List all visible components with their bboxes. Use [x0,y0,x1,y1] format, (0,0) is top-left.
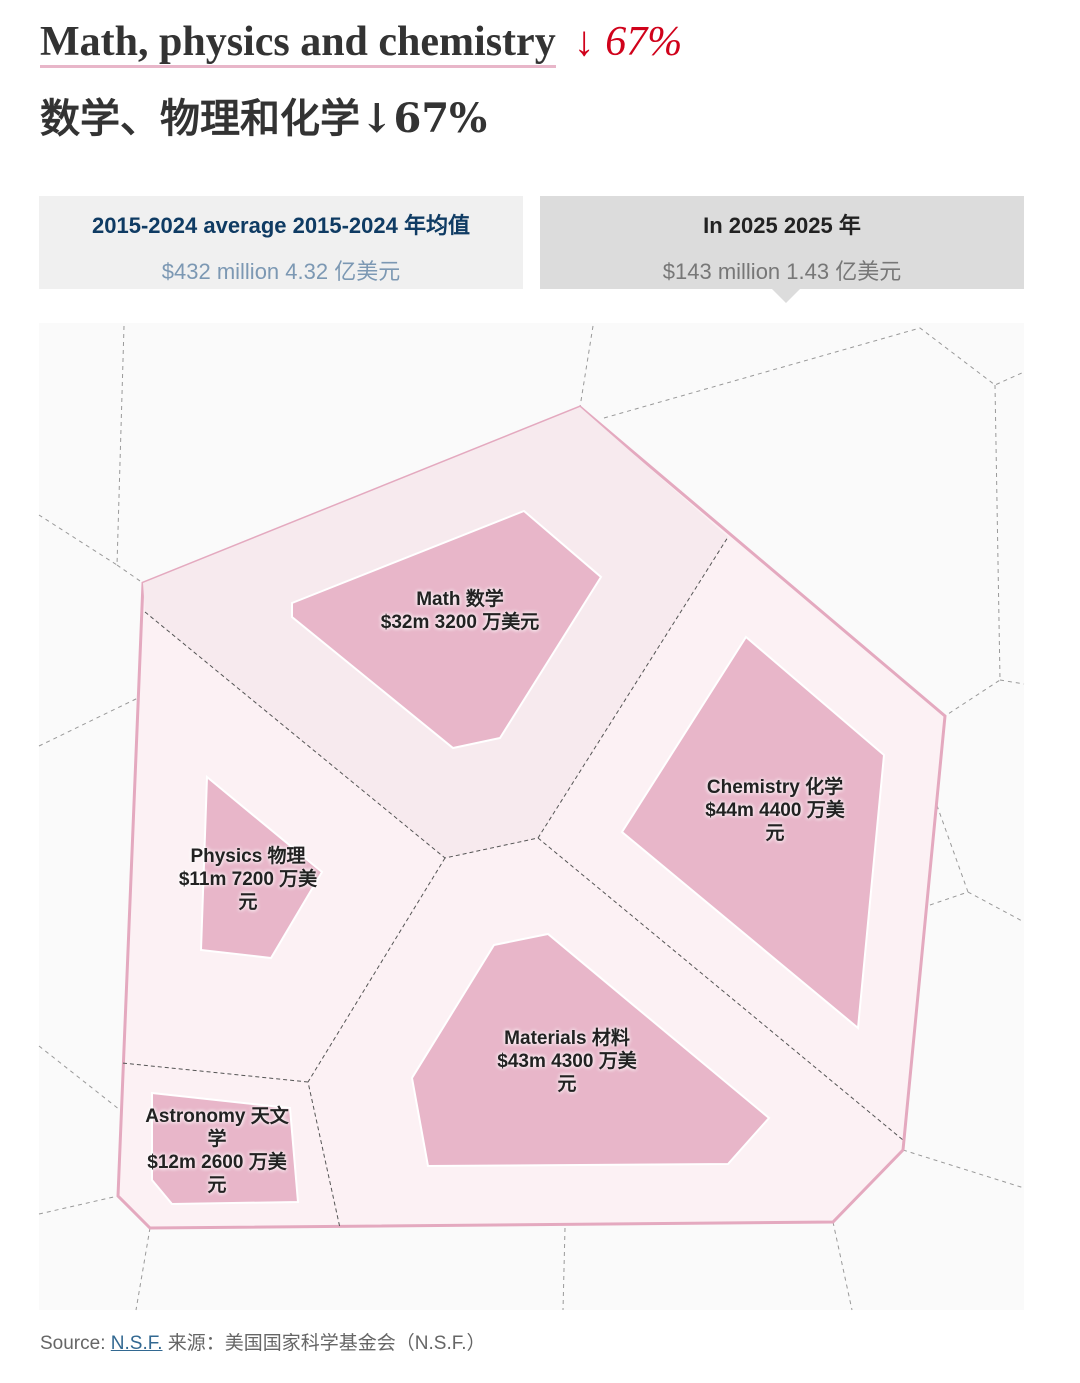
year-2025-card[interactable]: In 2025 2025 年 $143 million 1.43 亿美元 [540,196,1024,303]
change-percent: ↓ 67% [573,19,683,65]
source-line: Source: N.S.F. 来源：美国国家科学基金会（N.S.F.） [40,1328,486,1355]
field-name: Materials 材料 [504,1028,630,1049]
field-value: $11m 7200 万美元 [178,869,318,913]
field-name: Astronomy 天文学 [145,1106,289,1150]
field-value: $43m 4300 万美元 [497,1051,637,1095]
math-label: Math 数学 $32m 3200 万美元 [380,588,540,634]
physics-label: Physics 物理 $11m 7200 万美元 [173,845,323,914]
materials-label: Materials 材料 $43m 4300 万美元 [492,1027,642,1096]
field-value: $32m 3200 万美元 [380,612,540,633]
average-card[interactable]: 2015-2024 average 2015-2024 年均值 $432 mill… [39,196,523,289]
source-label: Source: [40,1333,106,1354]
headline-zh: 数学、物理和化学↓67% [40,95,488,142]
chemistry-label: Chemistry 化学 $44m 4400 万美元 [700,776,850,845]
background-cells [38,325,1025,1311]
astronomy-label: Astronomy 天文学 $12m 2600 万美元 [142,1105,292,1197]
source-zh: 来源：美国国家科学基金会（N.S.F.） [167,1333,486,1354]
field-value: $12m 2600 万美元 [147,1152,287,1196]
field-name: Physics 物理 [190,846,306,867]
field-name: Math 数学 [416,589,504,610]
astronomy-area[interactable] [151,1091,300,1206]
average-heading: 2015-2024 average 2015-2024 年均值 [92,213,470,238]
chemistry-area[interactable] [620,635,886,1030]
year-2025-value: $143 million 1.43 亿美元 [662,259,902,284]
math-area[interactable] [291,509,603,750]
average-value: $432 million 4.32 亿美元 [161,259,401,284]
cell-borders [121,536,904,1229]
headline-text: Math, physics and chemistry [40,19,556,68]
headline-en: Math, physics and chemistry ↓ 67% [40,18,683,68]
field-value: $44m 4400 万美元 [705,800,845,844]
field-name: Chemistry 化学 [706,777,844,798]
materials-area[interactable] [410,932,771,1168]
source-link[interactable]: N.S.F. [110,1333,163,1354]
year-2025-heading: In 2025 2025 年 [703,213,861,238]
physics-area[interactable] [199,774,324,960]
